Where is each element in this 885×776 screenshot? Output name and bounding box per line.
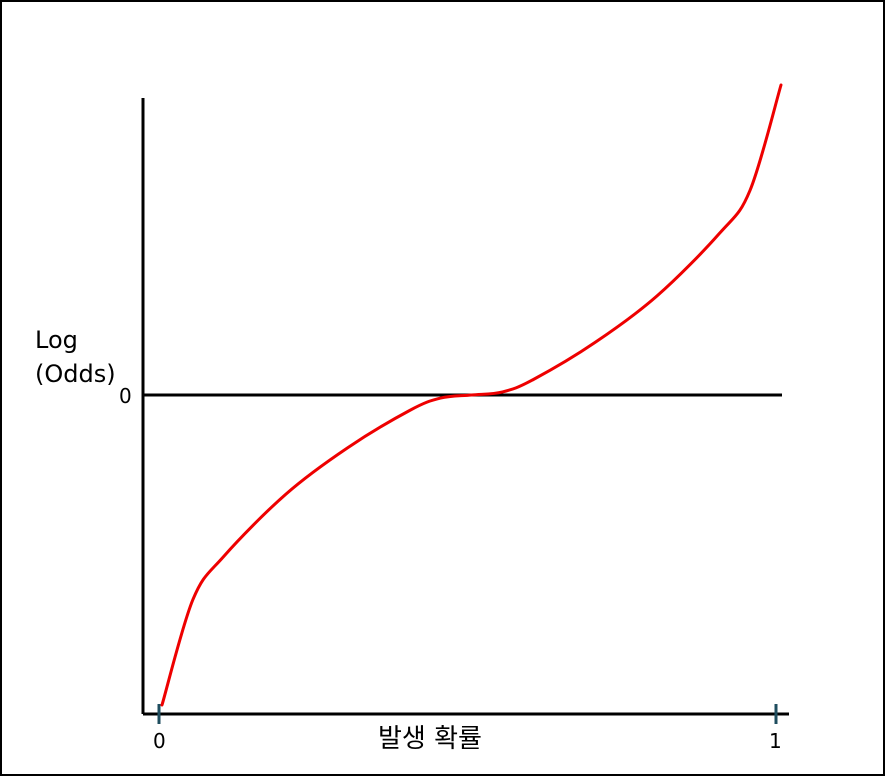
x-axis-label: 발생 확률: [378, 724, 482, 754]
y-tick-label-0: 0: [119, 384, 132, 408]
y-axis-label: Log (Odds): [35, 326, 116, 388]
x-tick-label-0: 0: [153, 729, 166, 753]
series-layer: [160, 83, 783, 707]
log-odds-curve-0: [160, 83, 783, 707]
x-tick-label-1: 1: [769, 729, 782, 753]
